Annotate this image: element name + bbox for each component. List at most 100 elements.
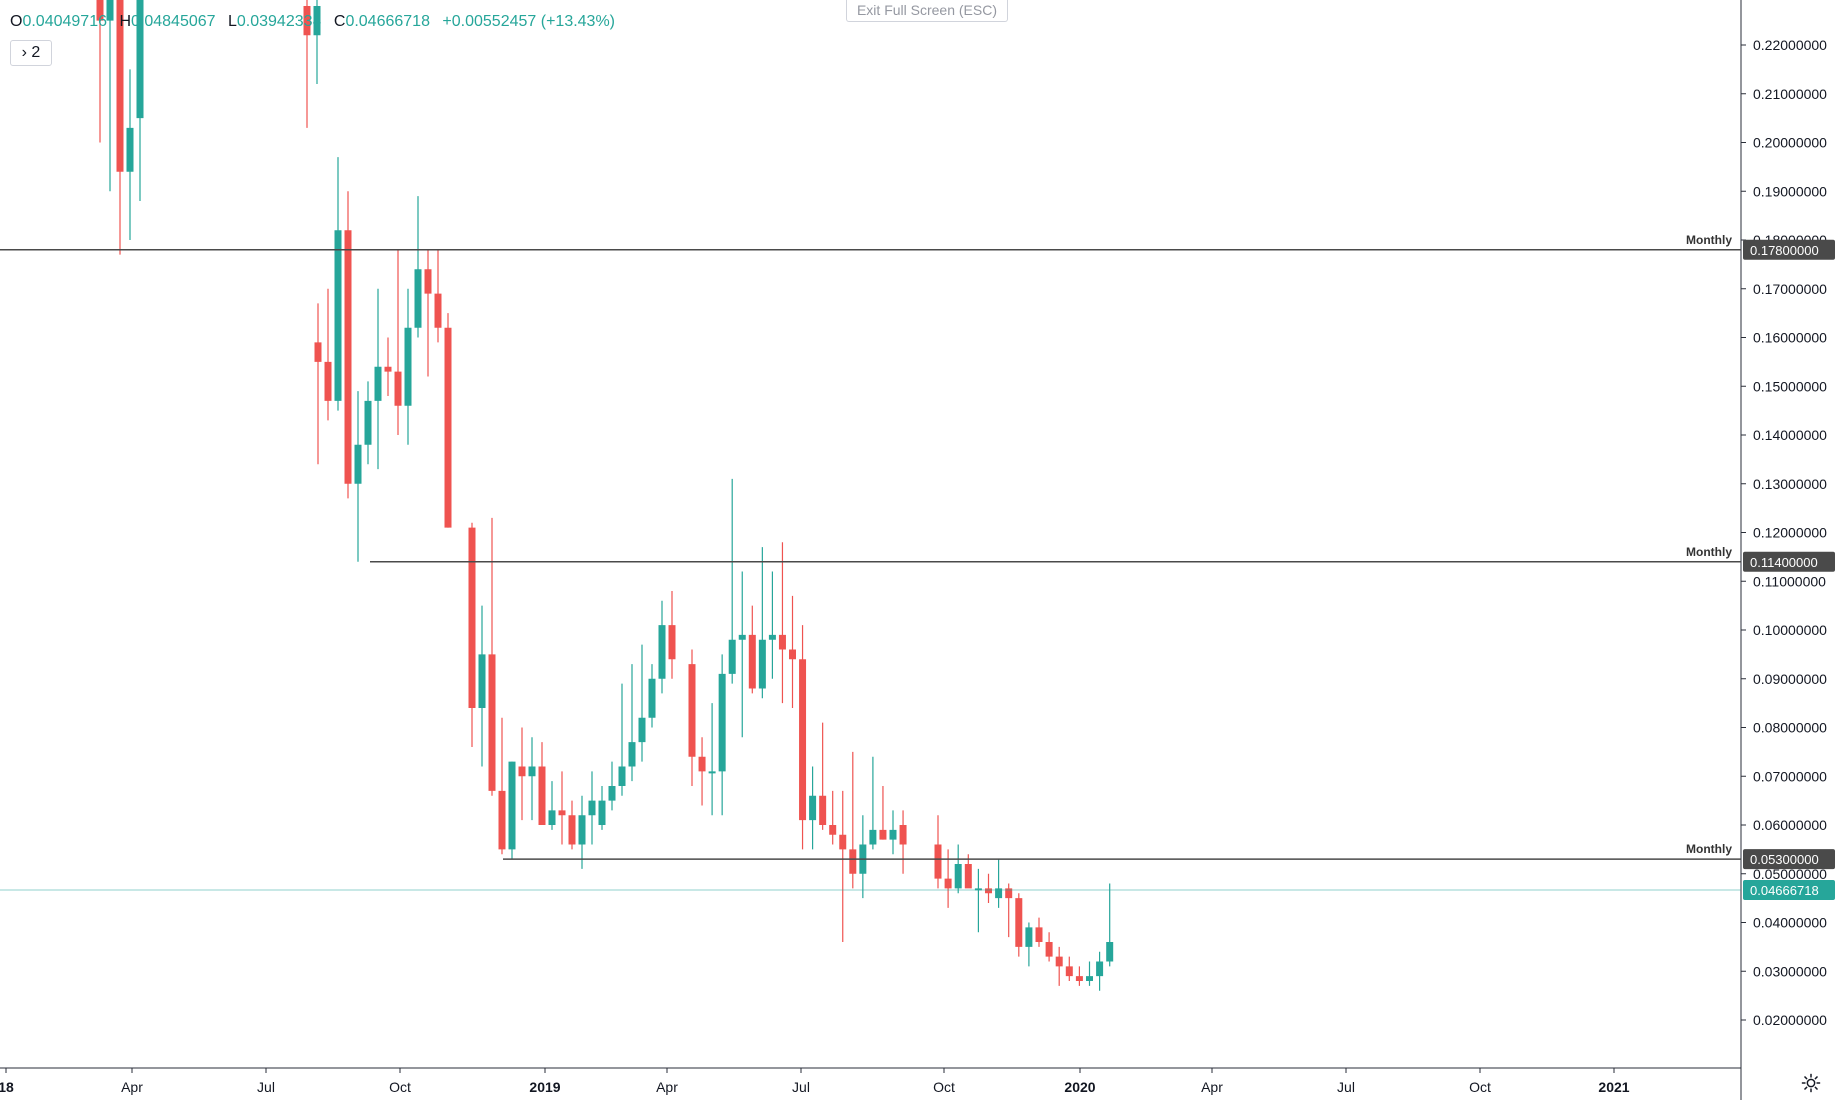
price-axis[interactable]: 0.22000000 0.21000000 0.20000000 0.19000000… xyxy=(1741,37,1827,1028)
candle-body xyxy=(354,444,362,484)
candle[interactable] xyxy=(638,644,646,762)
candle[interactable] xyxy=(478,605,486,767)
candle[interactable] xyxy=(859,815,867,899)
candle[interactable] xyxy=(106,0,114,192)
candle[interactable] xyxy=(879,786,887,840)
candle[interactable] xyxy=(799,625,807,850)
candle[interactable] xyxy=(768,571,776,679)
price-tick-label: 0.02000000 xyxy=(1753,1012,1827,1028)
candle[interactable] xyxy=(498,717,506,855)
candle[interactable] xyxy=(748,605,756,694)
candle[interactable] xyxy=(789,595,796,708)
candle[interactable] xyxy=(324,288,332,421)
candle[interactable] xyxy=(468,522,476,747)
candle[interactable] xyxy=(374,288,382,470)
time-axis[interactable]: 18 Apr Jul Oct 2019 Apr Jul Oct 2020 Apr Jul Oct 202… xyxy=(0,1068,1630,1095)
candle[interactable] xyxy=(558,771,566,845)
candle[interactable] xyxy=(1045,932,1053,962)
candle[interactable] xyxy=(668,591,676,679)
candle[interactable] xyxy=(758,547,766,699)
candle[interactable] xyxy=(444,313,452,528)
candle[interactable] xyxy=(889,810,897,855)
candle[interactable] xyxy=(944,849,952,908)
candle[interactable] xyxy=(126,69,134,240)
exit-fullscreen-button[interactable]: Exit Full Screen (ESC) xyxy=(846,0,1008,22)
candle[interactable] xyxy=(344,191,352,499)
candle[interactable] xyxy=(354,391,362,562)
price-tick-label: 0.12000000 xyxy=(1753,525,1827,541)
candle[interactable] xyxy=(849,751,857,889)
candle[interactable] xyxy=(688,649,696,787)
candle[interactable] xyxy=(424,249,432,377)
candle[interactable] xyxy=(313,0,321,84)
level-price-label: 0.17800000 xyxy=(1750,243,1819,258)
candle-body xyxy=(648,678,656,718)
candle[interactable] xyxy=(488,517,496,796)
candle[interactable] xyxy=(728,478,736,684)
candle[interactable] xyxy=(618,683,626,796)
candle[interactable] xyxy=(588,771,596,845)
candle[interactable] xyxy=(116,0,124,255)
candle[interactable] xyxy=(718,654,726,816)
candle[interactable] xyxy=(384,337,392,397)
candle[interactable] xyxy=(974,868,982,933)
candle[interactable] xyxy=(434,249,442,343)
candle[interactable] xyxy=(995,859,1003,908)
candle[interactable] xyxy=(314,303,322,465)
candle[interactable] xyxy=(738,571,746,738)
candle[interactable] xyxy=(538,742,546,825)
candle[interactable] xyxy=(954,844,962,894)
candle[interactable] xyxy=(809,766,817,850)
candle[interactable] xyxy=(1096,951,1104,991)
candle[interactable] xyxy=(414,196,422,338)
current-price-tag xyxy=(1743,879,1835,900)
candle[interactable] xyxy=(598,786,606,830)
candle[interactable] xyxy=(1075,966,1083,986)
candle[interactable] xyxy=(404,288,412,445)
candle[interactable] xyxy=(985,873,992,903)
candle[interactable] xyxy=(1025,922,1033,967)
candle-body xyxy=(954,864,962,889)
candle[interactable] xyxy=(819,722,827,830)
candle[interactable] xyxy=(568,800,576,850)
candle[interactable] xyxy=(528,737,536,821)
candle[interactable] xyxy=(869,756,877,850)
candle[interactable] xyxy=(578,795,586,869)
candle[interactable] xyxy=(1106,883,1114,967)
candle-body xyxy=(558,810,566,816)
candle[interactable] xyxy=(1065,956,1073,981)
candle[interactable] xyxy=(1015,893,1023,957)
candle[interactable] xyxy=(648,664,656,728)
candle[interactable] xyxy=(839,790,847,942)
candle[interactable] xyxy=(778,542,786,704)
candle[interactable] xyxy=(899,810,907,874)
candle[interactable] xyxy=(934,815,942,889)
candle[interactable] xyxy=(518,727,526,821)
candle[interactable] xyxy=(334,157,342,411)
candle[interactable] xyxy=(303,0,311,128)
time-tick-label: 2021 xyxy=(1598,1079,1629,1095)
candle[interactable] xyxy=(136,0,144,201)
candle[interactable] xyxy=(364,381,372,465)
candle[interactable] xyxy=(1005,883,1013,938)
candle[interactable] xyxy=(628,664,636,782)
candle[interactable] xyxy=(394,249,402,435)
candle[interactable] xyxy=(658,600,666,694)
candle[interactable] xyxy=(829,790,837,845)
candle[interactable] xyxy=(1035,917,1043,947)
legend-toggle-button[interactable]: › 2 xyxy=(10,40,52,66)
candle[interactable] xyxy=(698,737,706,806)
plot-area[interactable] xyxy=(96,0,1114,991)
gear-icon[interactable] xyxy=(1800,1072,1822,1094)
candle[interactable] xyxy=(508,761,516,860)
candle[interactable] xyxy=(708,703,716,816)
candle[interactable] xyxy=(1086,961,1093,986)
candle[interactable] xyxy=(96,0,104,143)
candle-body xyxy=(598,800,606,825)
candle[interactable] xyxy=(1055,946,1063,986)
candle[interactable] xyxy=(608,761,616,811)
candle-body xyxy=(758,639,766,689)
candle[interactable] xyxy=(548,781,556,830)
close-value: 0.04666718 xyxy=(345,13,430,30)
